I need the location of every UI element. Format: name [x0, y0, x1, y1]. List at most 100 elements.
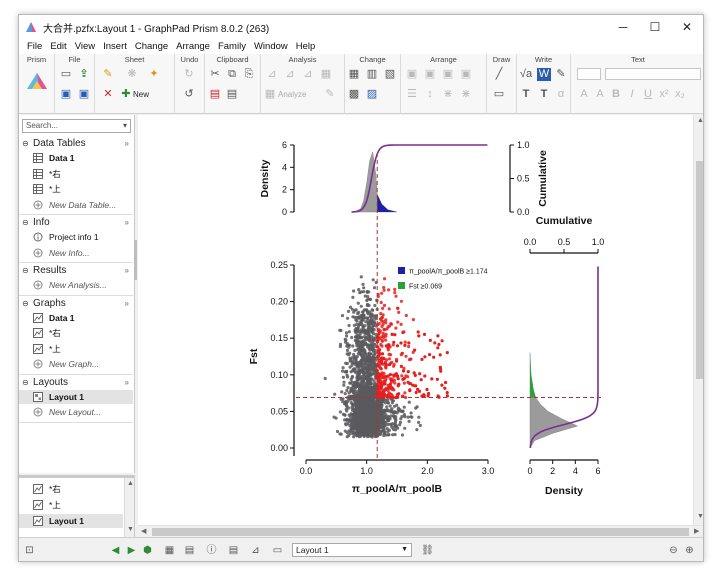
change-color-icon[interactable]: ▩ — [348, 88, 360, 100]
font-name-select[interactable] — [605, 68, 701, 80]
font-grow-icon[interactable]: A — [580, 88, 588, 100]
collapse-icon[interactable]: ⊖ — [22, 298, 29, 308]
layout-canvas[interactable]: 0 2 4 6 Density 0.0 0.5 1.0 Cumulative 0 2 4 6 Densi… — [138, 115, 704, 537]
redo-icon[interactable]: ↻ — [184, 68, 194, 80]
analysis-chart-icon[interactable]: ⊿ — [267, 68, 277, 80]
menu-window[interactable]: Window — [253, 41, 288, 52]
scroll-left-icon[interactable]: ◀ — [141, 528, 147, 535]
expand-more-icon[interactable]: » — [124, 139, 129, 148]
maximize-button[interactable]: ☐ — [649, 20, 661, 34]
paste-icon[interactable]: ▤ — [209, 88, 221, 100]
draw-shape-icon[interactable]: ▭ — [493, 88, 505, 100]
paste-special-icon[interactable]: ⎘ — [244, 68, 254, 80]
cut-icon[interactable]: ✂ — [210, 68, 220, 80]
menu-view[interactable]: View — [74, 41, 96, 52]
superscript-icon[interactable]: x² — [659, 88, 669, 100]
change-graph-icon[interactable]: ▦ — [348, 68, 360, 80]
link-icon[interactable]: ⛓ — [421, 545, 434, 556]
nav-section-info[interactable]: ⊖ Info » — [19, 216, 133, 229]
collapse-icon[interactable]: ⊖ — [22, 139, 29, 148]
previous-sheet-icon[interactable]: ◀ — [111, 545, 120, 556]
zoom-in-icon[interactable]: ⊕ — [685, 545, 694, 556]
go-to-sheet-icon[interactable]: ⬢ — [143, 545, 152, 556]
analysis-fit-icon[interactable]: ⊿ — [285, 68, 295, 80]
menu-help[interactable]: Help — [295, 41, 316, 52]
nav-item[interactable]: *上 — [19, 342, 133, 356]
menu-change[interactable]: Change — [134, 41, 169, 52]
bring-front-icon[interactable]: ▣ — [406, 68, 418, 80]
nav-section-results[interactable]: ⊖ Results » — [19, 264, 133, 277]
scroll-down-icon[interactable]: ▼ — [127, 526, 134, 533]
canvas-vertical-scrollbar[interactable]: ▲ ▼ — [693, 115, 704, 525]
zoom-out-icon[interactable]: ⊖ — [669, 545, 678, 556]
delete-sheet-icon[interactable]: ✕ — [103, 88, 113, 100]
change-format-icon[interactable]: ▥ — [366, 68, 378, 80]
menu-insert[interactable]: Insert — [103, 41, 127, 52]
nav-item[interactable]: *右 — [19, 326, 133, 340]
clipboard-icon[interactable]: ▤ — [226, 88, 238, 100]
collapse-icon[interactable]: ⊖ — [22, 218, 29, 227]
menu-arrange[interactable]: Arrange — [176, 41, 210, 52]
align-icon[interactable]: ☰ — [407, 88, 417, 100]
save-icon[interactable]: ▣ — [60, 88, 72, 100]
font-shrink-icon[interactable]: A — [596, 88, 604, 100]
nav-item[interactable]: New Info... — [19, 246, 133, 260]
nav-item[interactable]: *上 — [19, 182, 133, 196]
thumbnail-scrollbar[interactable]: ▲ ▼ — [124, 478, 134, 537]
change-axes-icon[interactable]: ▧ — [384, 68, 396, 80]
change-scheme-icon[interactable]: ▨ — [366, 88, 378, 100]
thumbnail-item[interactable]: Layout 1 — [19, 514, 123, 528]
expand-more-icon[interactable]: » — [124, 377, 129, 387]
analysis-table-icon[interactable]: ▦ — [320, 68, 332, 80]
graph-icon[interactable]: ⊿ — [251, 545, 260, 556]
results-icon[interactable]: ▤ — [228, 545, 239, 556]
nav-item[interactable]: Layout 1 — [19, 389, 133, 404]
data-table-icon[interactable]: ▦ — [164, 545, 175, 556]
save-as-icon[interactable]: ▣ — [78, 88, 90, 100]
search-dropdown-icon[interactable]: ▾ — [122, 121, 127, 130]
nav-item[interactable]: Data 1 — [19, 311, 133, 325]
navigator-splitter[interactable] — [134, 240, 137, 280]
new-file-icon[interactable]: ▭ — [60, 68, 72, 80]
info-icon[interactable]: ⓘ — [206, 545, 217, 556]
collapse-icon[interactable]: ⊖ — [22, 377, 29, 387]
new-sheet-label[interactable]: New — [133, 90, 150, 99]
nav-item[interactable]: New Analysis... — [19, 278, 133, 292]
nav-item[interactable]: New Data Table... — [19, 198, 133, 212]
group-icon[interactable]: ▣ — [442, 68, 454, 80]
collapse-icon[interactable]: ⊖ — [22, 266, 29, 275]
thumbnail-item[interactable]: *上 — [19, 498, 123, 512]
close-button[interactable]: ✕ — [681, 20, 693, 34]
open-file-icon[interactable]: ⇪ — [79, 68, 89, 80]
sheet-options-icon[interactable]: ❋ — [127, 68, 137, 80]
new-sheet-icon[interactable]: ✚ — [121, 88, 131, 100]
next-sheet-icon[interactable]: ▶ — [127, 545, 136, 556]
expand-more-icon[interactable]: » — [124, 266, 129, 275]
italic-icon[interactable]: I — [630, 88, 634, 100]
arrange-grid-icon[interactable]: ⋇ — [443, 88, 453, 100]
font-size-select[interactable] — [577, 68, 601, 80]
menu-family[interactable]: Family — [217, 41, 246, 52]
menu-edit[interactable]: Edit — [50, 41, 67, 52]
thumbnail-item[interactable]: *右 — [19, 482, 123, 496]
nav-item[interactable]: Project info 1 — [19, 230, 133, 244]
draw-line-icon[interactable]: ╱ — [495, 68, 503, 80]
nav-section-layouts[interactable]: ⊖ Layouts » — [19, 376, 133, 389]
horizontal-scroll-thumb[interactable] — [152, 528, 689, 536]
undo-icon[interactable]: ↺ — [184, 88, 194, 100]
analysis-params-icon[interactable]: ✎ — [325, 88, 335, 100]
scroll-down-icon[interactable]: ▼ — [697, 513, 704, 520]
scroll-up-icon[interactable]: ▲ — [127, 480, 134, 487]
highlighter-icon[interactable]: ✎ — [103, 68, 113, 80]
distribute-icon[interactable]: ↕ — [427, 88, 433, 100]
wand-icon[interactable]: ✦ — [149, 68, 159, 80]
scroll-right-icon[interactable]: ▶ — [694, 528, 700, 535]
nav-item[interactable]: Data 1 — [19, 151, 133, 165]
equation-icon[interactable]: √a — [519, 68, 533, 80]
expand-more-icon[interactable]: » — [124, 298, 129, 308]
bold-icon[interactable]: B — [612, 88, 620, 100]
layout-select[interactable]: Layout 1 ▼ — [292, 543, 412, 557]
symbol-alpha-icon[interactable]: α — [557, 88, 565, 100]
write-options-icon[interactable]: ✎ — [556, 68, 566, 80]
ungroup-icon[interactable]: ▣ — [460, 68, 472, 80]
